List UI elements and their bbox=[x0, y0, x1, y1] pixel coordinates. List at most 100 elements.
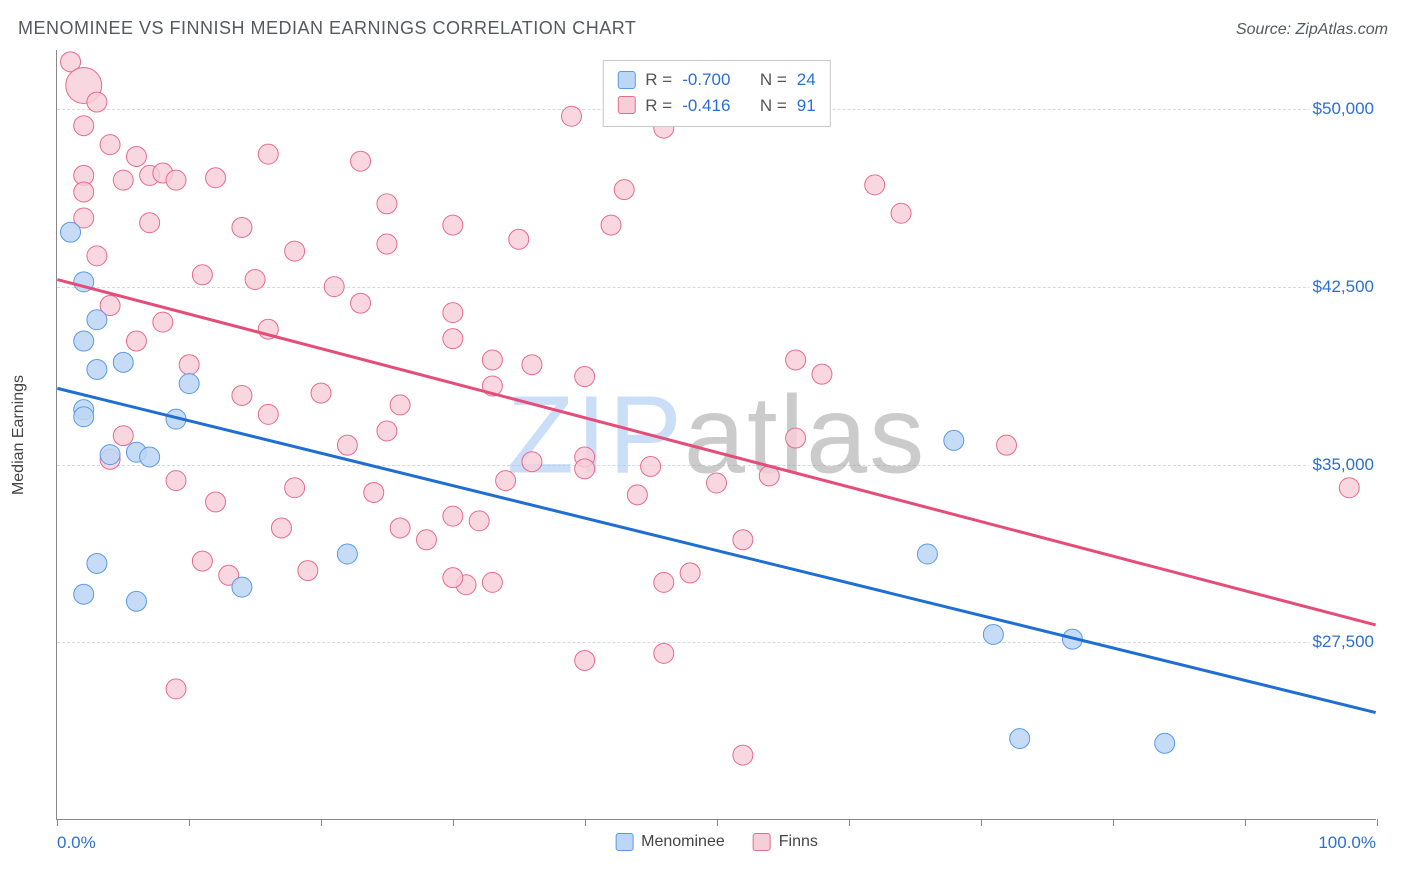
scatter-point bbox=[192, 551, 212, 571]
x-tick bbox=[57, 819, 58, 826]
scatter-point bbox=[443, 303, 463, 323]
scatter-point bbox=[126, 146, 146, 166]
chart-source: Source: ZipAtlas.com bbox=[1236, 21, 1388, 39]
scatter-point bbox=[654, 643, 674, 663]
x-tick bbox=[717, 819, 718, 826]
scatter-point bbox=[614, 180, 634, 200]
scatter-point bbox=[298, 561, 318, 581]
scatter-point bbox=[509, 229, 529, 249]
scatter-point bbox=[733, 745, 753, 765]
scatter-point bbox=[575, 650, 595, 670]
scatter-point bbox=[74, 584, 94, 604]
scatter-point bbox=[1010, 729, 1030, 749]
scatter-point bbox=[258, 144, 278, 164]
scatter-point bbox=[179, 355, 199, 375]
chart-header: MENOMINEE VS FINNISH MEDIAN EARNINGS COR… bbox=[18, 18, 1388, 39]
correlation-swatch-1 bbox=[617, 71, 635, 89]
corr-n-label-2: N = bbox=[760, 93, 787, 119]
x-tick bbox=[585, 819, 586, 826]
scatter-point bbox=[812, 364, 832, 384]
scatter-point bbox=[917, 544, 937, 564]
legend-item-menominee: Menominee bbox=[615, 833, 725, 851]
scatter-point bbox=[416, 530, 436, 550]
scatter-point bbox=[337, 435, 357, 455]
scatter-point bbox=[390, 518, 410, 538]
scatter-point bbox=[166, 170, 186, 190]
scatter-point bbox=[87, 359, 107, 379]
scatter-point bbox=[206, 492, 226, 512]
x-tick bbox=[981, 819, 982, 826]
scatter-point bbox=[654, 572, 674, 592]
scatter-point bbox=[944, 430, 964, 450]
scatter-point bbox=[522, 355, 542, 375]
scatter-point bbox=[377, 234, 397, 254]
scatter-point bbox=[865, 175, 885, 195]
scatter-point bbox=[87, 310, 107, 330]
corr-n-value-2: 91 bbox=[797, 93, 816, 119]
scatter-point bbox=[377, 194, 397, 214]
y-tick-label: $42,500 bbox=[1309, 277, 1378, 297]
correlation-row-2: R = -0.416 N = 91 bbox=[617, 93, 815, 119]
scatter-point bbox=[126, 331, 146, 351]
y-tick-label: $27,500 bbox=[1309, 632, 1378, 652]
scatter-point bbox=[74, 331, 94, 351]
x-tick bbox=[1245, 819, 1246, 826]
correlation-row-1: R = -0.700 N = 24 bbox=[617, 67, 815, 93]
scatter-point bbox=[74, 116, 94, 136]
scatter-point bbox=[443, 506, 463, 526]
scatter-point bbox=[707, 473, 727, 493]
legend-label-menominee: Menominee bbox=[641, 833, 725, 851]
x-tick bbox=[849, 819, 850, 826]
scatter-point bbox=[140, 447, 160, 467]
y-tick-label: $35,000 bbox=[1309, 455, 1378, 475]
scatter-point bbox=[443, 215, 463, 235]
scatter-point bbox=[232, 385, 252, 405]
scatter-point bbox=[166, 679, 186, 699]
scatter-point bbox=[482, 572, 502, 592]
scatter-point bbox=[562, 106, 582, 126]
scatter-point bbox=[469, 511, 489, 531]
x-tick bbox=[1113, 819, 1114, 826]
plot-area: Median Earnings ZIPatlas R = -0.700 N = … bbox=[56, 50, 1376, 820]
x-axis-label-min: 0.0% bbox=[57, 833, 96, 853]
scatter-point bbox=[1339, 478, 1359, 498]
scatter-point bbox=[627, 485, 647, 505]
scatter-point bbox=[364, 482, 384, 502]
trend-line bbox=[57, 388, 1375, 712]
scatter-point bbox=[285, 241, 305, 261]
scatter-point bbox=[786, 428, 806, 448]
legend-item-finns: Finns bbox=[753, 833, 818, 851]
chart-svg bbox=[57, 50, 1376, 819]
scatter-point bbox=[983, 624, 1003, 644]
scatter-point bbox=[61, 222, 81, 242]
scatter-point bbox=[100, 135, 120, 155]
scatter-point bbox=[113, 170, 133, 190]
scatter-point bbox=[575, 367, 595, 387]
scatter-point bbox=[575, 459, 595, 479]
corr-r-label-2: R = bbox=[645, 93, 672, 119]
scatter-point bbox=[126, 591, 146, 611]
scatter-point bbox=[311, 383, 331, 403]
scatter-point bbox=[680, 563, 700, 583]
scatter-point bbox=[351, 293, 371, 313]
scatter-point bbox=[324, 277, 344, 297]
scatter-point bbox=[997, 435, 1017, 455]
scatter-point bbox=[153, 312, 173, 332]
legend: Menominee Finns bbox=[615, 833, 818, 851]
scatter-point bbox=[87, 553, 107, 573]
scatter-point bbox=[140, 213, 160, 233]
scatter-point bbox=[74, 407, 94, 427]
scatter-point bbox=[285, 478, 305, 498]
scatter-point bbox=[786, 350, 806, 370]
scatter-point bbox=[351, 151, 371, 171]
corr-n-label-1: N = bbox=[760, 67, 787, 93]
scatter-point bbox=[206, 168, 226, 188]
legend-swatch-menominee bbox=[615, 833, 633, 851]
scatter-point bbox=[482, 350, 502, 370]
scatter-point bbox=[258, 404, 278, 424]
scatter-point bbox=[337, 544, 357, 564]
x-tick bbox=[189, 819, 190, 826]
scatter-point bbox=[74, 182, 94, 202]
x-tick bbox=[321, 819, 322, 826]
scatter-point bbox=[166, 471, 186, 491]
